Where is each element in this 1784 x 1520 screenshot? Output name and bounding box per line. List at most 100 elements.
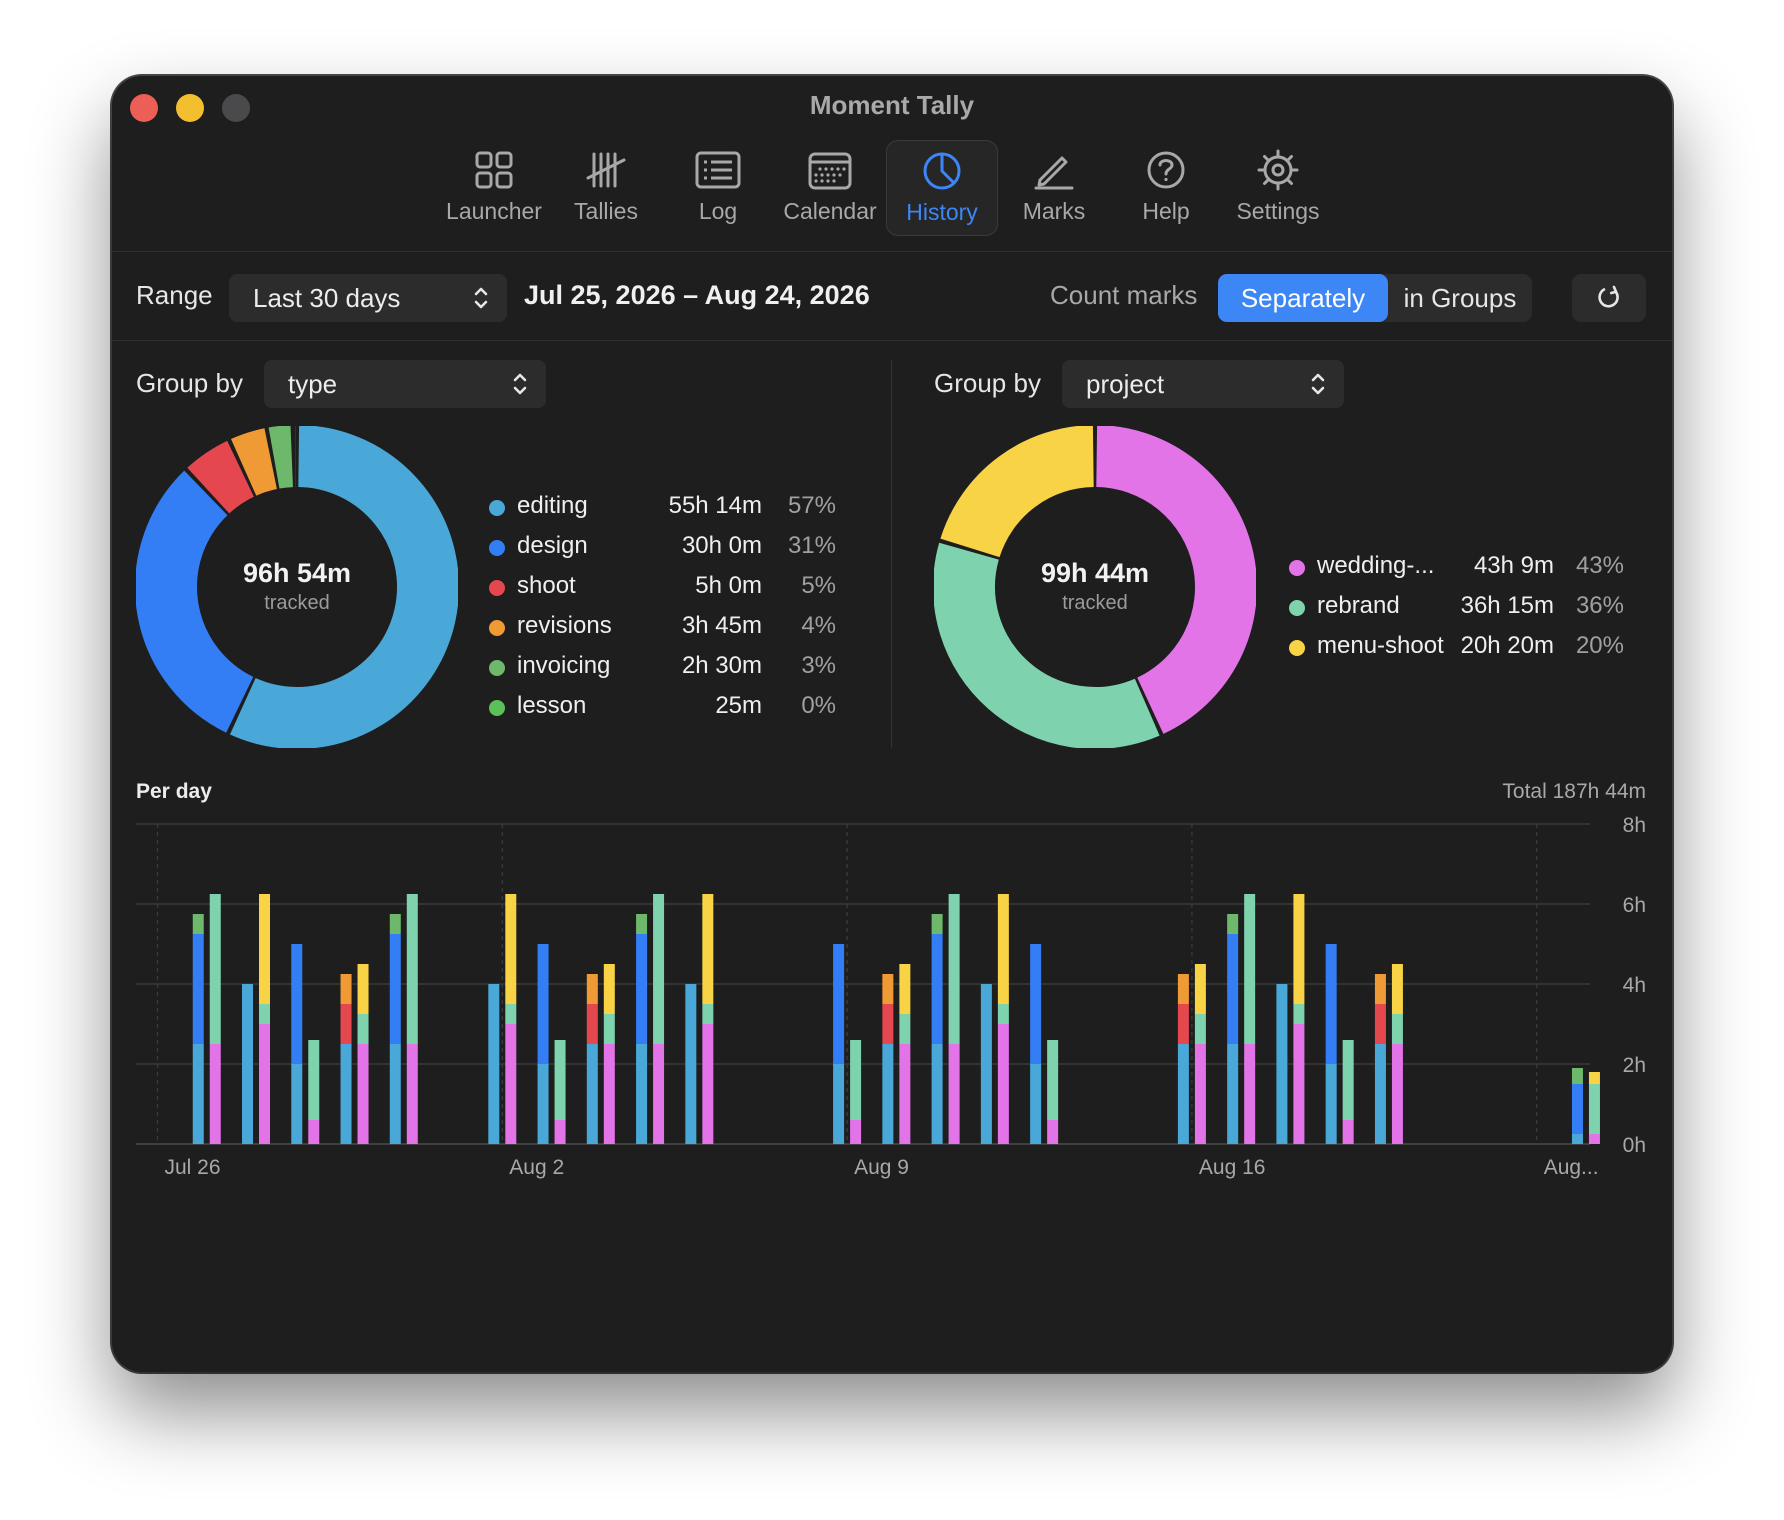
gear-icon	[1257, 149, 1299, 191]
tab-settings[interactable]: Settings	[1222, 140, 1334, 236]
legend-percent: 4%	[801, 612, 836, 639]
group-by-label-type: Group by	[136, 368, 243, 398]
range-bar: Range Last 30 days Jul 25, 2026 – Aug 24…	[112, 252, 1672, 341]
per-day-bar-chart: 8h 6h 4h 2h 0h Jul 26 Aug 2 Aug 9 Aug 16 Aug...	[136, 816, 1646, 1179]
bar-segment-editing	[1030, 1064, 1042, 1144]
x-tick-label: Aug...	[1544, 1156, 1599, 1179]
bar-segment-design	[537, 944, 549, 1064]
tab-help[interactable]: Help	[1110, 140, 1222, 236]
zoom-button[interactable]	[222, 94, 250, 122]
legend-name: design	[517, 532, 588, 559]
type-total-value: 96h 54m	[242, 558, 352, 588]
per-day-title: Per day	[136, 780, 212, 803]
panel-divider	[891, 360, 892, 748]
group-by-type-select[interactable]: type	[264, 360, 546, 408]
tab-calendar-label: Calendar	[783, 198, 877, 224]
bar-segment-wedding	[505, 1024, 517, 1144]
bar-segment-editing	[488, 984, 500, 1144]
tab-history-label: History	[906, 199, 978, 225]
type-donut-chart	[136, 426, 458, 748]
app-window: Moment Tally Launcher Tallies	[112, 76, 1672, 1372]
bar-segment-menu-shoot	[603, 964, 615, 1014]
close-button[interactable]	[130, 94, 158, 122]
bar-segment-revisions	[586, 974, 598, 1004]
bar-segment-shoot	[1374, 1004, 1386, 1044]
bar-segment-design	[192, 934, 204, 1044]
toolbar: Launcher Tallies Log	[438, 140, 1334, 236]
bar-segment-rebrand	[1293, 1004, 1305, 1024]
legend-row: rebrand 36h 15m 36%	[1289, 586, 1628, 626]
bar-segment-design	[931, 934, 943, 1044]
bar-segment-rebrand	[554, 1040, 566, 1120]
group-by-label-project: Group by	[934, 368, 1041, 398]
tab-log-label: Log	[698, 198, 738, 224]
segment-in-groups[interactable]: in Groups	[1403, 283, 1517, 313]
legend-swatch	[1289, 640, 1305, 656]
project-total-value: 99h 44m	[1040, 558, 1150, 588]
y-tick-label: 2h	[1623, 1054, 1646, 1077]
tab-history[interactable]: History	[886, 140, 998, 236]
bar-segment-editing	[833, 1064, 845, 1144]
legend-percent: 57%	[787, 492, 836, 519]
legend-swatch	[489, 660, 505, 676]
project-total-caption: tracked	[1062, 592, 1128, 614]
bar-segment-rebrand	[259, 1004, 271, 1024]
chevron-up-down-icon	[513, 373, 527, 395]
bar-segment-wedding	[603, 1044, 615, 1144]
legend-row: revisions 3h 45m 4%	[489, 606, 840, 646]
segment-separately[interactable]: Separately	[1218, 274, 1388, 322]
legend-percent: 20%	[1575, 632, 1624, 659]
bar-segment-rebrand	[1244, 894, 1256, 1044]
legend-row: editing 55h 14m 57%	[489, 486, 840, 526]
x-tick-label: Aug 9	[854, 1156, 909, 1179]
bar-segment-rebrand	[1391, 1014, 1403, 1044]
group-by-project-select[interactable]: project	[1062, 360, 1344, 408]
bar-segment-menu-shoot	[702, 894, 714, 1004]
bar-segment-rebrand	[357, 1014, 369, 1044]
bar-segment-rebrand	[653, 894, 665, 1044]
tab-log[interactable]: Log	[662, 140, 774, 236]
tab-calendar[interactable]: Calendar	[774, 140, 886, 236]
legend-duration: 25m	[715, 692, 762, 719]
legend-swatch	[1289, 560, 1305, 576]
bar-segment-rebrand	[1342, 1040, 1354, 1120]
bar-segment-menu-shoot	[997, 894, 1009, 1004]
legend-duration: 20h 20m	[1460, 632, 1554, 659]
refresh-button[interactable]	[1572, 274, 1646, 322]
legend-percent: 3%	[801, 652, 836, 679]
bar-segment-design	[1227, 934, 1239, 1044]
bar-segment-wedding	[1391, 1044, 1403, 1144]
tab-launcher[interactable]: Launcher	[438, 140, 550, 236]
legend-swatch	[489, 700, 505, 716]
type-total-caption: tracked	[264, 592, 330, 614]
tab-marks[interactable]: Marks	[998, 140, 1110, 236]
bar-segment-editing	[1177, 1044, 1189, 1144]
bar-segment-wedding	[308, 1120, 320, 1144]
bar-segment-wedding	[1047, 1120, 1059, 1144]
bar-segment-invoicing	[1571, 1068, 1583, 1084]
count-marks-label: Count marks	[1050, 280, 1198, 310]
bar-segment-revisions	[1177, 974, 1189, 1004]
bar-segment-invoicing	[192, 914, 204, 934]
bar-segment-wedding	[850, 1120, 862, 1144]
tab-tallies[interactable]: Tallies	[550, 140, 662, 236]
bar-segment-design	[833, 944, 845, 1064]
range-select[interactable]: Last 30 days	[229, 274, 507, 322]
bar-segment-wedding	[357, 1044, 369, 1144]
legend-duration: 36h 15m	[1460, 592, 1554, 619]
bar-segment-editing	[685, 984, 697, 1144]
x-tick-label: Aug 16	[1199, 1156, 1266, 1179]
bar-segment-editing	[192, 1044, 204, 1144]
legend-swatch	[489, 620, 505, 636]
donut-slice-wedding	[1095, 426, 1256, 734]
refresh-icon	[1598, 285, 1619, 308]
bar-segment-revisions	[882, 974, 894, 1004]
bar-segment-menu-shoot	[259, 894, 271, 1004]
donut-slice-design	[136, 470, 255, 733]
bar-segment-shoot	[340, 1004, 352, 1044]
bar-segment-rebrand	[505, 1004, 517, 1024]
bar-segment-invoicing	[931, 914, 943, 934]
legend-duration: 30h 0m	[681, 532, 762, 559]
titlebar: Moment Tally Launcher Tallies	[112, 76, 1672, 252]
minimize-button[interactable]	[176, 94, 204, 122]
